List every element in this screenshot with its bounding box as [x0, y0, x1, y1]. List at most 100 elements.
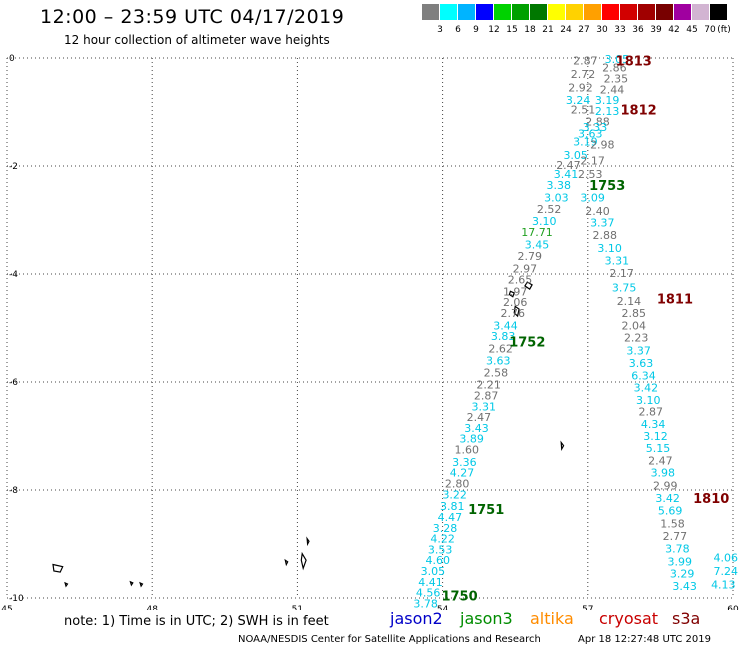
wave-height-label: 3.22: [442, 488, 467, 501]
x-tick-label: 54: [437, 605, 449, 610]
y-tick-label: -4: [9, 270, 18, 280]
pass-number-label: 1751: [468, 503, 504, 518]
satellite-altika: altika: [530, 609, 574, 628]
timestamp: Apr 18 12:27:48 UTC 2019: [578, 634, 711, 645]
wave-height-label: 2.99: [653, 480, 678, 493]
island-outline: [139, 581, 144, 588]
color-swatch: [620, 4, 638, 20]
y-tick-label: -6: [9, 378, 18, 388]
land-features: [52, 281, 565, 588]
wave-height-label: 2.17: [580, 155, 605, 168]
wave-height-label: 2.47: [648, 454, 673, 467]
wave-height-label: 3.10: [532, 215, 557, 228]
wave-height-label: 4.27: [450, 467, 475, 480]
color-scale-label: 18: [524, 25, 536, 35]
wave-height-label: 3.09: [580, 191, 605, 204]
color-swatch: [638, 4, 656, 20]
wave-height-label: 2.87: [573, 55, 598, 68]
wave-height-label: 3.05: [421, 565, 446, 578]
wave-height-label: 2.51: [571, 103, 596, 116]
wave-height-label: 1.60: [455, 444, 480, 457]
wave-height-label: 3.31: [471, 400, 496, 413]
color-scale-label: 6: [455, 25, 461, 35]
wave-height-label: 3.45: [525, 238, 550, 251]
wave-height-label: 2.14: [617, 295, 642, 308]
color-swatch: [656, 4, 674, 20]
island-outline: [306, 536, 310, 547]
wave-height-label: 3.12: [643, 430, 668, 443]
x-tick-label: 45: [1, 605, 12, 610]
satellite-cryosat: cryosat: [599, 609, 659, 628]
map-title: 12:00 – 23:59 UTC 04/17/2019: [40, 6, 345, 28]
wave-height-label: 2.88: [592, 229, 617, 242]
wave-height-label: 2.77: [663, 530, 688, 543]
wave-height-label: 2.97: [513, 263, 538, 276]
wave-height-label: 3.83: [491, 330, 516, 343]
map-subtitle: 12 hour collection of altimeter wave hei…: [64, 33, 330, 47]
wave-height-label: 3.05: [563, 149, 588, 162]
wave-height-label: 2.86: [602, 62, 627, 75]
wave-height-label: 3.63: [578, 128, 603, 141]
wave-height-label: 2.23: [624, 332, 649, 345]
color-scale-label: 42: [668, 25, 680, 35]
island-outline: [508, 290, 515, 298]
color-scale-label: 15: [506, 25, 518, 35]
color-swatch: [674, 4, 692, 20]
wave-height-label: 5.15: [646, 442, 671, 455]
wave-height-label: 3.44: [493, 319, 518, 332]
y-tick-label: -2: [9, 162, 18, 172]
wave-height-label: 3.43: [464, 422, 489, 435]
wave-height-label: 3.75: [612, 282, 637, 295]
color-scale-label: 30: [596, 25, 608, 35]
wave-height-label: 3.29: [670, 568, 695, 581]
satellite-jason3: jason3: [460, 609, 513, 628]
color-swatch: [440, 4, 458, 20]
wave-height-label: 3.36: [452, 456, 477, 469]
wave-height-label: 3.24: [566, 94, 591, 107]
wave-height-label: 2.21: [476, 379, 501, 392]
wave-height-label: 3.19: [573, 136, 598, 149]
wave-height-label: 4.13: [711, 579, 736, 592]
wave-height-label: 17.71: [521, 226, 553, 239]
wave-height-label: 2.17: [609, 267, 634, 280]
wave-height-label: 3.42: [655, 492, 680, 505]
island-outline: [52, 563, 64, 573]
wave-height-label: 5.69: [658, 505, 683, 518]
color-scale-label: 39: [650, 25, 662, 35]
color-swatch: [458, 4, 476, 20]
wave-height-label: 3.53: [428, 543, 453, 556]
wave-height-label: 4.41: [418, 576, 443, 589]
wave-height-label: 2.92: [568, 82, 593, 95]
wave-height-label: 6.34: [631, 370, 656, 383]
color-swatch: [584, 4, 602, 20]
y-tick-label: 0: [9, 54, 15, 64]
island-outline: [524, 281, 533, 290]
wave-height-label: 3.10: [636, 394, 661, 407]
wave-height-label: 3.81: [440, 500, 465, 513]
wave-height-label: 2.85: [622, 307, 647, 320]
wave-height-points: 2.87 3.052.72 2.862.352.92 2.443.24 3.192.51…: [413, 53, 738, 610]
wave-height-label: 3.05: [605, 53, 630, 66]
island-outline: [300, 551, 307, 571]
color-swatch: [566, 4, 584, 20]
island-outline: [513, 305, 520, 318]
wave-height-label: 4.56: [416, 587, 441, 600]
axis-ticks: 45 48 51 54 57 60 0 -2 -4 -6 -8 -10: [1, 54, 739, 610]
x-tick-label: 48: [146, 605, 158, 610]
wave-height-label: 3.31: [605, 255, 630, 268]
color-swatch: [548, 4, 566, 20]
wave-height-label: 2.35: [604, 73, 629, 86]
color-scale-label: 45: [686, 25, 698, 35]
wave-height-label: 1.58: [660, 517, 685, 530]
wave-height-label: 2.58: [484, 366, 509, 379]
wave-height-label: 4.34: [641, 418, 666, 431]
color-swatch: [512, 4, 530, 20]
wave-height-label: 3.28: [433, 522, 458, 535]
island-outline: [284, 558, 289, 567]
wave-height-label: 2.72: [571, 68, 596, 81]
pass-labels: 1813 1812 1753 1811 1752 1810 1751 1750: [441, 55, 729, 605]
wave-height-label: 2.06: [503, 296, 528, 309]
satellite-s3a: s3a: [672, 609, 701, 628]
wave-height-label: 2.88: [585, 116, 610, 129]
wave-height-label: 3.19: [595, 94, 620, 107]
